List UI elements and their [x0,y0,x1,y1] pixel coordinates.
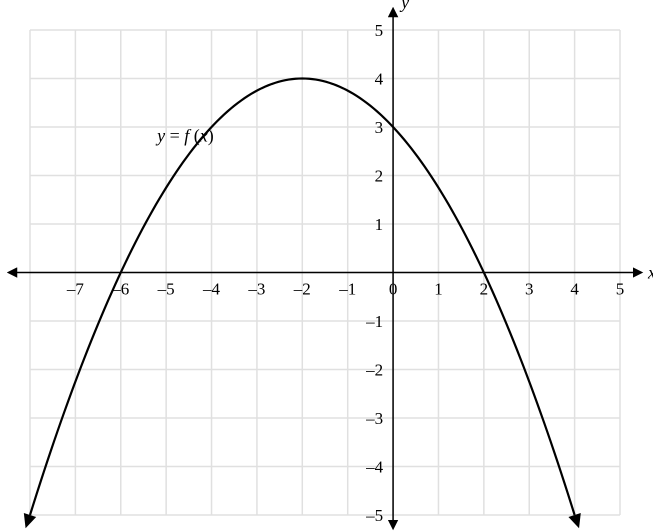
y-tick-label: –5 [365,506,383,525]
x-tick-label: 4 [570,280,579,299]
y-tick-label: 2 [375,167,384,186]
x-tick-label: –3 [247,280,265,299]
y-tick-label: 1 [375,215,384,234]
y-tick-label: –1 [365,312,383,331]
y-tick-label: –2 [365,361,383,380]
y-tick-label: 4 [375,70,384,89]
y-tick-label: –3 [365,409,383,428]
x-tick-label: –2 [293,280,311,299]
x-tick-label: –4 [202,280,221,299]
x-tick-label: –7 [66,280,85,299]
x-tick-label: 2 [480,280,489,299]
x-tick-label: 1 [434,280,443,299]
curve-annotation: y = f (x) [155,126,214,147]
y-axis-label: y [399,0,409,12]
x-axis-label: x [647,263,653,283]
x-tick-label: 3 [525,280,534,299]
x-tick-label: 0 [389,280,398,299]
x-tick-label: –5 [157,280,175,299]
y-tick-label: –4 [365,458,384,477]
x-tick-label: 5 [616,280,625,299]
x-tick-label: –1 [338,280,356,299]
chart-container: –7–6–5–4–3–2–1012345–5–4–3–2–112345xyy =… [0,0,653,531]
y-tick-label: 5 [375,21,384,40]
parabola-chart: –7–6–5–4–3–2–1012345–5–4–3–2–112345xyy =… [0,0,653,531]
y-tick-label: 3 [375,118,384,137]
